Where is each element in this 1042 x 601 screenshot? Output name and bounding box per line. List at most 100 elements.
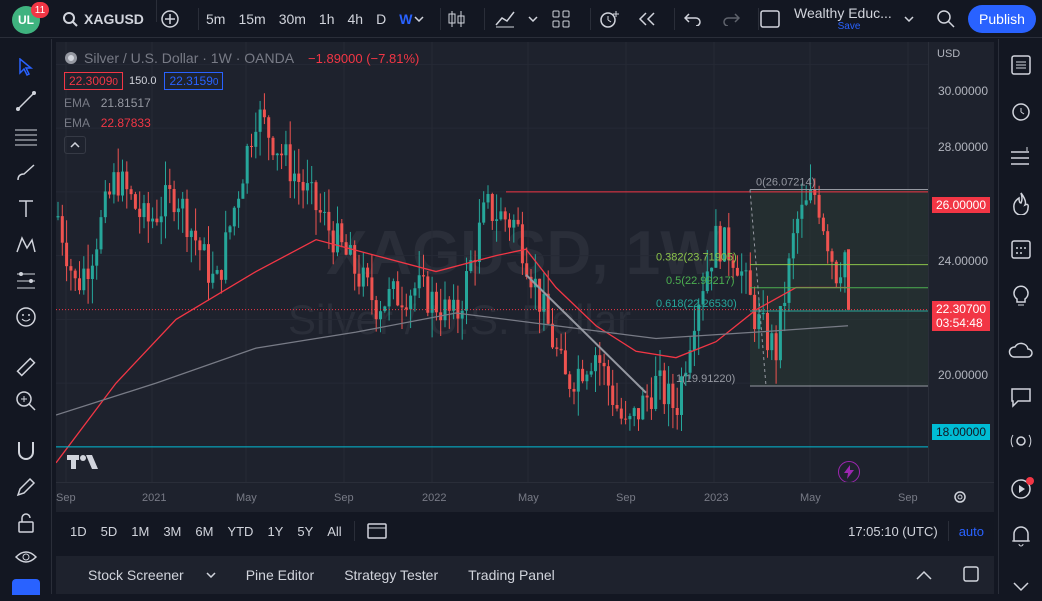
range-3m[interactable]: 3M <box>163 523 182 539</box>
timeframe-4h[interactable]: 4h <box>347 10 364 27</box>
range-ytd[interactable]: YTD <box>227 523 254 539</box>
chart-type-button[interactable] <box>448 0 466 38</box>
more-button[interactable] <box>1007 573 1035 601</box>
indicators-dropdown[interactable] <box>528 0 538 38</box>
prediction-tool[interactable] <box>12 267 40 295</box>
candle-body <box>121 171 124 196</box>
gear-icon <box>954 491 966 503</box>
candle-body <box>748 270 752 295</box>
chevron-down-icon <box>1013 582 1029 592</box>
timeframe-30m[interactable]: 30m <box>278 10 306 27</box>
zoom-tool[interactable] <box>12 387 40 415</box>
lightning-button[interactable] <box>838 461 860 483</box>
calendar-button[interactable] <box>1007 235 1035 263</box>
symbol-search[interactable]: XAGUSD <box>62 0 144 38</box>
range-5y[interactable]: 5Y <box>297 523 314 539</box>
object-tree-button[interactable] <box>12 579 40 595</box>
watchlist-button[interactable] <box>1007 51 1035 79</box>
fullscreen-panel-button[interactable] <box>962 565 980 586</box>
magnet-tool[interactable] <box>12 437 40 465</box>
candle-body <box>606 366 610 386</box>
chart-settings-button[interactable] <box>952 489 968 510</box>
candle-body <box>361 267 365 287</box>
publish-button[interactable]: Publish <box>968 5 1036 33</box>
layout-dropdown[interactable] <box>904 0 914 38</box>
candle-body <box>164 185 167 217</box>
data-window-button[interactable] <box>1007 143 1035 171</box>
tab-stock-screener[interactable]: Stock Screener <box>72 567 216 583</box>
timeframe-d[interactable]: D <box>376 10 387 27</box>
timeframe-dropdown[interactable] <box>414 0 424 38</box>
auto-scale-toggle[interactable]: auto <box>958 523 984 539</box>
calendar-grid-icon <box>1011 240 1031 259</box>
fib-tool[interactable] <box>12 123 40 151</box>
candle-body <box>271 137 275 156</box>
collapse-legend-button[interactable] <box>64 136 86 154</box>
range-1y[interactable]: 1Y <box>267 523 284 539</box>
signals-button[interactable] <box>1007 429 1035 457</box>
x-tick: Sep <box>616 492 636 504</box>
sell-price-button[interactable]: 22.30090 <box>64 72 123 90</box>
tab-strategy-tester[interactable]: Strategy Tester <box>344 567 439 583</box>
indicators-button[interactable] <box>494 0 516 38</box>
quick-search-button[interactable] <box>936 0 956 38</box>
undo-button[interactable] <box>684 0 702 38</box>
layout-button[interactable] <box>760 0 780 38</box>
lock-tool[interactable] <box>12 509 40 537</box>
clock-timezone[interactable]: 17:05:10 (UTC) <box>848 523 938 539</box>
hotlists-button[interactable] <box>1007 189 1035 217</box>
alert-button[interactable] <box>598 0 620 38</box>
range-all[interactable]: All <box>327 523 342 539</box>
range-5d[interactable]: 5D <box>100 523 118 539</box>
goto-date-button[interactable] <box>366 521 387 542</box>
cursor-tool[interactable] <box>12 53 40 81</box>
compare-button[interactable] <box>160 0 180 38</box>
ruler-tool[interactable] <box>12 353 40 381</box>
price-axis[interactable]: USD 30.00000 28.00000 26.00000 24.00000 … <box>928 42 994 482</box>
tradingview-logo[interactable] <box>66 452 100 476</box>
time-axis[interactable]: Sep 2021 May Sep 2022 May Sep 2023 May S… <box>56 482 994 512</box>
timeframe-1h[interactable]: 1h <box>318 10 335 27</box>
chart-pane[interactable]: XAGUSD, 1W Silver / U.S. Dollar 0(26.072… <box>56 42 994 512</box>
emoji-tool[interactable] <box>12 303 40 331</box>
candle-body <box>340 223 344 243</box>
replay-button[interactable] <box>638 0 656 38</box>
timeframe-15m[interactable]: 15m <box>238 10 266 27</box>
tab-pine-editor[interactable]: Pine Editor <box>245 567 315 583</box>
chats-button[interactable] <box>1007 383 1035 411</box>
redo-button[interactable] <box>722 0 740 38</box>
ideas-button[interactable] <box>1007 281 1035 309</box>
candle-body <box>482 202 486 223</box>
range-1d[interactable]: 1D <box>70 523 87 539</box>
stay-drawing-tool[interactable] <box>12 473 40 501</box>
range-1m[interactable]: 1M <box>131 523 150 539</box>
templates-button[interactable] <box>552 0 570 38</box>
tab-trading-panel[interactable]: Trading Panel <box>468 567 555 583</box>
pattern-tool[interactable] <box>12 231 40 259</box>
timeframe-5m[interactable]: 5m <box>206 10 226 27</box>
candle-body <box>830 251 834 262</box>
x-tick: May <box>518 492 539 504</box>
notifications-button[interactable] <box>1007 521 1035 549</box>
replay-signals-button[interactable] <box>1007 475 1035 503</box>
layout-name[interactable]: Wealthy Educ... Save <box>794 5 904 32</box>
alerts-button[interactable] <box>1007 97 1035 125</box>
cloud-icon <box>1008 342 1033 358</box>
text-tool[interactable] <box>12 195 40 223</box>
save-link[interactable]: Save <box>837 21 861 32</box>
ema-fast-row[interactable]: EMA 22.87833 <box>64 116 419 130</box>
ema-slow-row[interactable]: EMA 21.81517 <box>64 96 419 110</box>
hide-tool[interactable] <box>12 543 40 571</box>
candle-body <box>314 182 318 211</box>
buy-price-button[interactable]: 22.31590 <box>164 72 224 90</box>
y-tick-30: 30.00000 <box>937 84 988 98</box>
candle-body <box>611 385 615 406</box>
timeframe-w[interactable]: W <box>399 10 413 27</box>
price-chart[interactable]: XAGUSD, 1W Silver / U.S. Dollar 0(26.072… <box>56 42 994 512</box>
candle-body <box>847 249 850 310</box>
maximize-panel-button[interactable] <box>916 567 932 583</box>
range-6m[interactable]: 6M <box>195 523 214 539</box>
trend-line-tool[interactable] <box>12 87 40 115</box>
streams-button[interactable] <box>1007 337 1035 365</box>
brush-tool[interactable] <box>12 159 40 187</box>
